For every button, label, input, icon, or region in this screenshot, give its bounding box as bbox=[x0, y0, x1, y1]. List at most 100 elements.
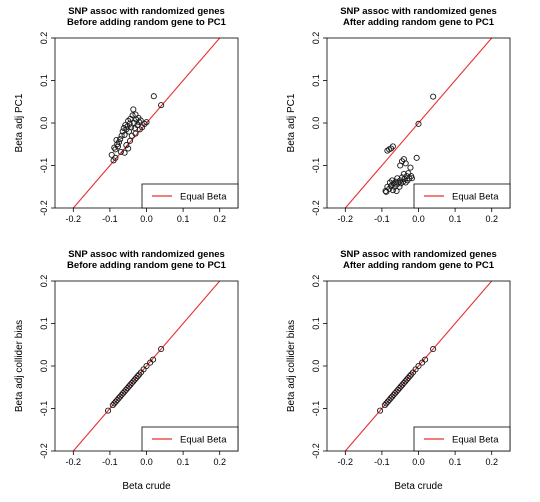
equal-beta-line bbox=[72, 38, 221, 208]
x-tick-label: 0.2 bbox=[213, 457, 226, 467]
y-tick-label: 0.2 bbox=[311, 32, 321, 45]
data-point bbox=[117, 136, 124, 143]
data-point bbox=[377, 407, 384, 414]
x-tick-label: 0.1 bbox=[449, 457, 462, 467]
data-point bbox=[143, 119, 150, 126]
data-point bbox=[150, 356, 157, 363]
x-tick-label: -0.2 bbox=[338, 457, 354, 467]
equal-beta-line bbox=[344, 38, 493, 208]
data-point bbox=[105, 407, 112, 414]
legend-label: Equal Beta bbox=[452, 192, 499, 203]
data-point bbox=[126, 137, 134, 144]
x-tick-label: -0.2 bbox=[66, 457, 82, 467]
data-point bbox=[158, 102, 165, 109]
y-tick-label: -0.1 bbox=[311, 401, 321, 417]
chart-title: SNP assoc with randomized genes bbox=[340, 6, 497, 17]
y-tick-label: 0.1 bbox=[311, 317, 321, 330]
data-point bbox=[383, 188, 390, 195]
x-tick-label: -0.1 bbox=[102, 214, 118, 224]
data-point bbox=[396, 183, 403, 190]
data-point bbox=[110, 157, 117, 164]
data-point bbox=[130, 106, 137, 113]
data-point bbox=[150, 93, 157, 100]
y-axis-label: Beta adj collider bias bbox=[286, 320, 297, 412]
legend-label: Equal Beta bbox=[180, 192, 227, 203]
data-point bbox=[430, 345, 437, 353]
data-point bbox=[415, 362, 422, 370]
x-tick-label: -0.1 bbox=[374, 214, 390, 224]
data-point bbox=[430, 93, 437, 100]
data-point bbox=[128, 124, 135, 131]
data-point bbox=[136, 119, 143, 126]
data-point bbox=[389, 143, 396, 150]
chart-subtitle: After adding random gene to PC1 bbox=[343, 260, 495, 271]
y-tick-label: 0.0 bbox=[311, 117, 321, 130]
data-point bbox=[143, 362, 150, 370]
data-point bbox=[132, 130, 139, 137]
points-group bbox=[377, 345, 437, 414]
y-tick-label: -0.1 bbox=[311, 158, 321, 174]
y-tick-label: 0.2 bbox=[311, 275, 321, 288]
equal-beta-line bbox=[344, 281, 493, 451]
data-point bbox=[415, 120, 422, 127]
data-point bbox=[419, 359, 426, 366]
chart-title: SNP assoc with randomized genes bbox=[340, 249, 497, 260]
y-tick-label: 0.2 bbox=[39, 275, 49, 288]
data-point bbox=[397, 177, 404, 184]
x-tick-label: 0.1 bbox=[177, 214, 190, 224]
y-tick-label: -0.1 bbox=[39, 158, 49, 174]
data-point bbox=[108, 151, 115, 158]
data-point bbox=[422, 356, 429, 363]
data-point bbox=[123, 142, 130, 149]
chart-subtitle: Before adding random gene to PC1 bbox=[67, 17, 227, 28]
data-point bbox=[158, 345, 165, 353]
x-tick-label: 0.0 bbox=[140, 214, 153, 224]
x-axis-label: Beta crude bbox=[394, 481, 443, 492]
chart-title: SNP assoc with randomized genes bbox=[68, 249, 225, 260]
x-tick-label: 0.2 bbox=[213, 214, 226, 224]
data-point bbox=[389, 177, 396, 184]
y-axis-label: Beta adj collider bias bbox=[14, 320, 25, 412]
y-tick-label: 0.0 bbox=[39, 117, 49, 130]
y-tick-label: 0.1 bbox=[39, 317, 49, 330]
chart-subtitle: Before adding random gene to PC1 bbox=[67, 260, 227, 271]
data-point bbox=[121, 131, 128, 138]
data-point bbox=[114, 143, 122, 150]
y-tick-label: 0.0 bbox=[311, 360, 321, 373]
data-point bbox=[393, 187, 400, 195]
y-tick-label: -0.2 bbox=[311, 200, 321, 216]
y-axis-label: Beta adj PC1 bbox=[286, 93, 297, 152]
data-point bbox=[129, 112, 136, 119]
y-tick-label: -0.2 bbox=[39, 200, 49, 216]
legend: Equal Beta bbox=[141, 426, 239, 452]
legend: Equal Beta bbox=[413, 426, 511, 452]
data-point bbox=[116, 139, 123, 146]
equal-beta-line bbox=[72, 281, 221, 451]
y-tick-label: 0.0 bbox=[39, 360, 49, 373]
y-tick-label: 0.1 bbox=[311, 74, 321, 87]
data-point bbox=[407, 164, 414, 171]
x-tick-label: 0.0 bbox=[140, 457, 153, 467]
y-axis-label: Beta adj PC1 bbox=[14, 93, 25, 152]
legend: Equal Beta bbox=[141, 183, 239, 209]
data-point bbox=[147, 359, 154, 366]
x-tick-label: -0.1 bbox=[102, 457, 118, 467]
x-tick-label: 0.2 bbox=[485, 214, 498, 224]
x-tick-label: -0.2 bbox=[338, 214, 354, 224]
data-point bbox=[389, 187, 396, 194]
x-tick-label: 0.1 bbox=[449, 214, 462, 224]
y-tick-label: -0.2 bbox=[311, 443, 321, 459]
data-point bbox=[117, 148, 124, 155]
data-point bbox=[118, 132, 125, 139]
y-tick-label: -0.2 bbox=[39, 443, 49, 459]
x-axis-label: Beta crude bbox=[122, 481, 171, 492]
legend-label: Equal Beta bbox=[452, 435, 499, 446]
legend: Equal Beta bbox=[413, 183, 511, 209]
data-point bbox=[134, 373, 141, 380]
legend-label: Equal Beta bbox=[180, 435, 227, 446]
x-tick-label: 0.1 bbox=[177, 457, 190, 467]
